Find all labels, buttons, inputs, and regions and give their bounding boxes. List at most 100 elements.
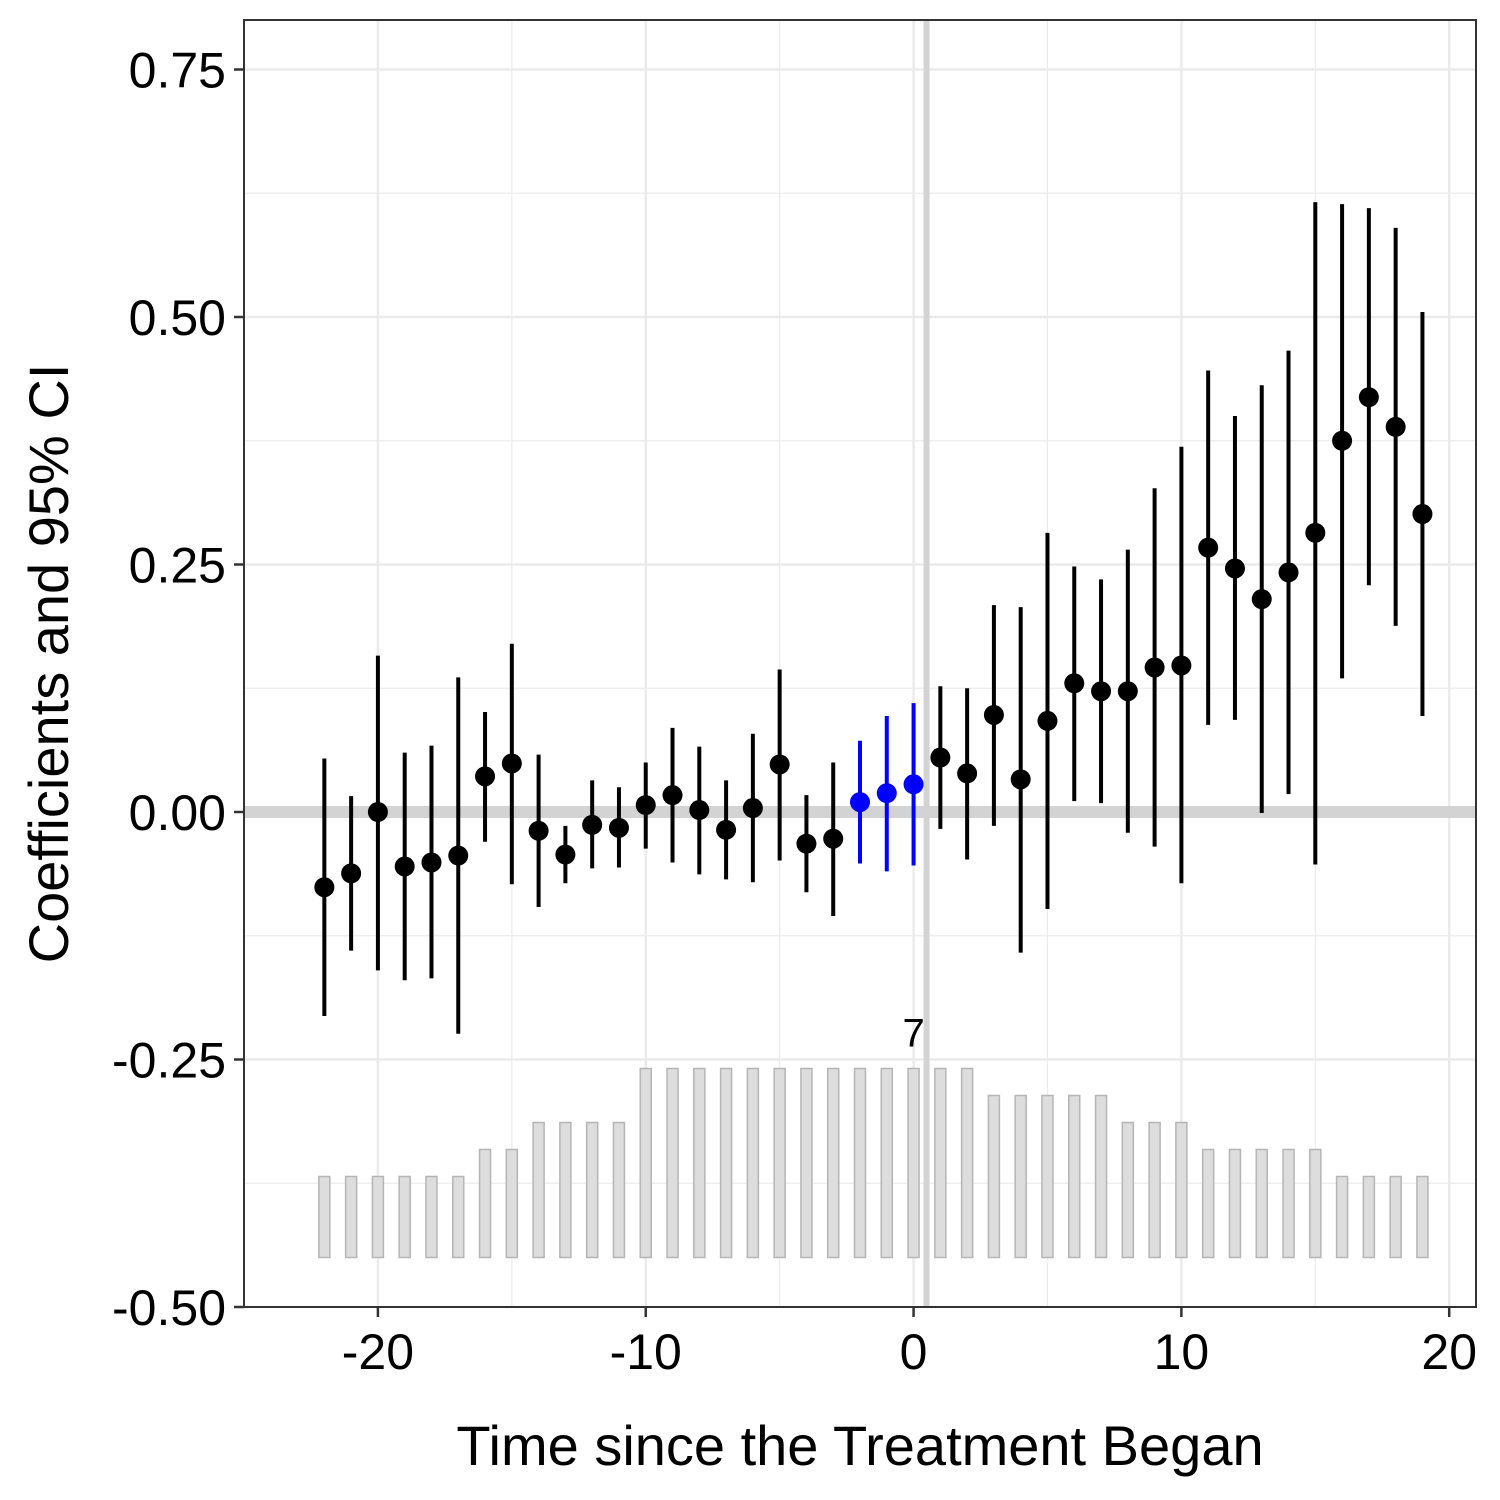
coefficient-point: [475, 766, 496, 787]
count-bar: [398, 1175, 411, 1259]
coefficient-point: [983, 704, 1004, 725]
count-bar: [1201, 1148, 1215, 1259]
x-tick-label: -20: [342, 1324, 414, 1380]
coefficient-point: [421, 852, 442, 873]
coefficient-point: [582, 814, 603, 835]
coefficient-point: [367, 802, 388, 822]
coefficient-point: [1305, 522, 1326, 543]
x-tick-label: 10: [1154, 1324, 1210, 1380]
count-bar: [344, 1175, 358, 1259]
plot-panel-border: [243, 19, 1477, 1308]
count-bars: [318, 1067, 1429, 1259]
coefficient-point: [1198, 537, 1219, 558]
count-bar: [1068, 1094, 1081, 1259]
count-bar: [1416, 1175, 1429, 1259]
y-tick-label: -0.50: [112, 1280, 226, 1336]
coefficient-point: [448, 845, 469, 866]
count-bar: [693, 1067, 706, 1259]
x-tick-label: -10: [610, 1324, 682, 1380]
count-bar: [1335, 1175, 1349, 1259]
coefficient-point: [903, 774, 924, 795]
count-bar: [1094, 1094, 1108, 1259]
count-bar: [934, 1067, 947, 1259]
count-bar: [639, 1067, 652, 1259]
count-bar: [532, 1121, 545, 1259]
count-bar: [559, 1121, 572, 1259]
coefficient-point: [635, 795, 656, 816]
coefficient-point: [608, 817, 629, 838]
coefficient-point: [341, 863, 362, 884]
coefficient-point: [742, 798, 763, 819]
count-bar: [666, 1067, 679, 1259]
coefficient-point: [850, 792, 870, 813]
coefficient-point: [930, 747, 951, 768]
y-tick-label: -0.25: [112, 1033, 226, 1089]
coefficient-point: [1144, 657, 1165, 678]
count-bar: [505, 1148, 519, 1259]
count-bar: [960, 1067, 974, 1259]
coefficient-point: [314, 877, 335, 898]
count-bar: [1255, 1148, 1268, 1259]
coefficient-point: [1037, 710, 1058, 731]
count-bar: [1041, 1094, 1054, 1259]
count-bar: [853, 1067, 867, 1259]
coefficient-point: [1117, 681, 1138, 702]
coefficient-points: [314, 387, 1433, 898]
y-tick-label: 0.50: [129, 290, 226, 346]
coefficient-point: [555, 844, 576, 865]
count-bar: [907, 1067, 920, 1259]
count-bar: [585, 1121, 599, 1259]
coefficient-point: [1412, 504, 1433, 525]
x-tick-label: 0: [900, 1324, 928, 1380]
count-bar: [1282, 1148, 1295, 1259]
count-bar: [773, 1067, 786, 1259]
count-bar: [452, 1175, 465, 1259]
count-bar: [987, 1094, 1001, 1259]
coefficient-point: [876, 783, 897, 804]
coefficient-point: [796, 833, 817, 854]
coefficient-point: [1064, 673, 1085, 694]
coefficient-point: [769, 754, 790, 775]
coefficient-point: [1171, 655, 1192, 676]
coefficient-point: [394, 856, 415, 877]
count-bar: [800, 1067, 813, 1259]
coefficient-point: [528, 820, 549, 841]
y-tick-label: 0.25: [129, 538, 226, 594]
count-bar: [826, 1067, 840, 1259]
coefficient-point: [689, 800, 710, 821]
count-bar: [1309, 1148, 1322, 1259]
count-max-label: 7: [902, 1012, 924, 1056]
count-bar: [880, 1067, 894, 1259]
count-bar: [425, 1175, 438, 1259]
coefficient-point: [716, 819, 737, 840]
y-axis-title: Coefficients and 95% CI: [17, 364, 80, 964]
coefficient-point: [1224, 558, 1245, 579]
count-bar: [1389, 1175, 1402, 1259]
coefficient-point: [1091, 681, 1112, 702]
coefficient-point: [662, 785, 683, 806]
count-bar: [318, 1175, 331, 1259]
count-bar: [371, 1175, 385, 1259]
count-bar: [1014, 1094, 1027, 1259]
count-bar: [1228, 1148, 1242, 1259]
coefficient-point: [1358, 387, 1379, 408]
x-axis-title: Time since the Treatment Began: [456, 1414, 1263, 1477]
coefficient-point: [1251, 589, 1272, 610]
coefficient-point: [823, 828, 844, 849]
count-bar: [612, 1121, 626, 1259]
y-tick-label: 0.75: [129, 43, 226, 99]
coefficient-point: [501, 753, 522, 774]
count-bar: [1121, 1121, 1135, 1259]
coefficient-point: [1385, 416, 1406, 437]
coefficient-point: [1332, 430, 1353, 451]
count-bar: [719, 1067, 733, 1259]
x-tick-label: 20: [1421, 1324, 1477, 1380]
count-bar: [1175, 1121, 1188, 1259]
count-bar: [478, 1148, 492, 1259]
count-bar: [1362, 1175, 1376, 1259]
coefficient-point: [1278, 562, 1299, 583]
coefficient-point: [957, 763, 978, 784]
count-bar: [1148, 1121, 1161, 1259]
